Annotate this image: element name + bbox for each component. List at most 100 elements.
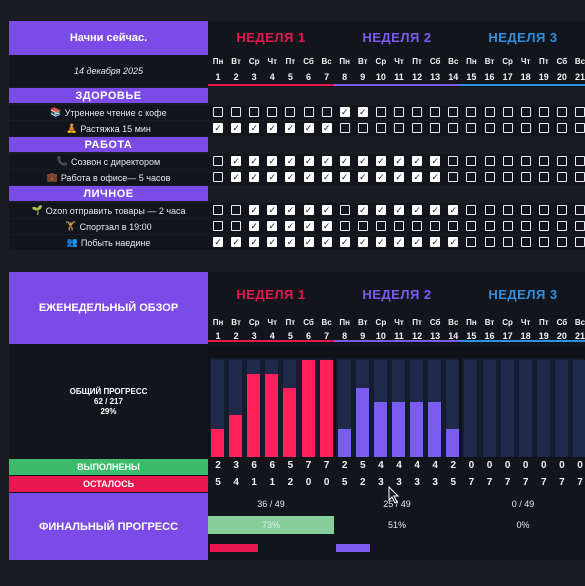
checkbox-unchecked[interactable]	[466, 221, 477, 231]
checkbox-unchecked[interactable]	[394, 107, 404, 117]
checkbox-checked[interactable]: ✓	[249, 172, 260, 182]
checkbox-unchecked[interactable]	[484, 205, 495, 215]
checkbox-checked[interactable]: ✓	[267, 172, 278, 182]
checkbox-checked[interactable]: ✓	[394, 156, 404, 166]
checkbox-unchecked[interactable]	[231, 221, 242, 231]
checkbox-checked[interactable]: ✓	[430, 172, 441, 182]
checkbox-checked[interactable]: ✓	[412, 237, 423, 247]
checkbox-checked[interactable]: ✓	[249, 221, 260, 231]
checkbox-unchecked[interactable]	[556, 156, 567, 166]
checkbox-checked[interactable]: ✓	[339, 107, 350, 117]
checkbox-unchecked[interactable]	[321, 107, 332, 117]
checkbox-checked[interactable]: ✓	[267, 205, 278, 215]
checkbox-unchecked[interactable]	[213, 107, 223, 117]
checkbox-checked[interactable]: ✓	[321, 221, 332, 231]
checkbox-unchecked[interactable]	[575, 172, 585, 182]
checkbox-unchecked[interactable]	[520, 107, 531, 117]
checkbox-unchecked[interactable]	[448, 123, 459, 133]
checkbox-unchecked[interactable]	[213, 156, 223, 166]
checkbox-unchecked[interactable]	[556, 172, 567, 182]
checkbox-checked[interactable]: ✓	[231, 172, 242, 182]
checkbox-checked[interactable]: ✓	[430, 205, 441, 215]
checkbox-checked[interactable]: ✓	[267, 221, 278, 231]
checkbox-checked[interactable]: ✓	[448, 237, 459, 247]
checkbox-unchecked[interactable]	[538, 123, 549, 133]
checkbox-checked[interactable]: ✓	[357, 172, 368, 182]
checkbox-checked[interactable]: ✓	[285, 205, 296, 215]
checkbox-unchecked[interactable]	[502, 172, 513, 182]
checkbox-unchecked[interactable]	[575, 107, 585, 117]
checkbox-unchecked[interactable]	[502, 156, 513, 166]
checkbox-unchecked[interactable]	[502, 123, 513, 133]
checkbox-unchecked[interactable]	[466, 156, 477, 166]
checkbox-checked[interactable]: ✓	[321, 237, 332, 247]
checkbox-unchecked[interactable]	[520, 172, 531, 182]
checkbox-unchecked[interactable]	[448, 156, 459, 166]
checkbox-checked[interactable]: ✓	[357, 237, 368, 247]
checkbox-unchecked[interactable]	[430, 221, 441, 231]
checkbox-unchecked[interactable]	[412, 107, 423, 117]
checkbox-unchecked[interactable]	[430, 123, 441, 133]
checkbox-unchecked[interactable]	[357, 123, 368, 133]
checkbox-unchecked[interactable]	[502, 107, 513, 117]
checkbox-checked[interactable]: ✓	[285, 237, 296, 247]
checkbox-unchecked[interactable]	[484, 221, 495, 231]
checkbox-unchecked[interactable]	[213, 205, 223, 215]
checkbox-checked[interactable]: ✓	[249, 237, 260, 247]
checkbox-checked[interactable]: ✓	[213, 123, 223, 133]
checkbox-unchecked[interactable]	[538, 156, 549, 166]
checkbox-checked[interactable]: ✓	[375, 237, 386, 247]
checkbox-unchecked[interactable]	[484, 123, 495, 133]
checkbox-checked[interactable]: ✓	[303, 237, 314, 247]
checkbox-checked[interactable]: ✓	[267, 237, 278, 247]
checkbox-unchecked[interactable]	[502, 205, 513, 215]
checkbox-checked[interactable]: ✓	[430, 237, 441, 247]
checkbox-unchecked[interactable]	[575, 205, 585, 215]
checkbox-checked[interactable]: ✓	[231, 156, 242, 166]
checkbox-unchecked[interactable]	[538, 237, 549, 247]
checkbox-unchecked[interactable]	[466, 237, 477, 247]
checkbox-unchecked[interactable]	[213, 221, 223, 231]
checkbox-unchecked[interactable]	[575, 123, 585, 133]
checkbox-checked[interactable]: ✓	[285, 172, 296, 182]
checkbox-checked[interactable]: ✓	[285, 123, 296, 133]
checkbox-unchecked[interactable]	[538, 107, 549, 117]
checkbox-unchecked[interactable]	[412, 123, 423, 133]
checkbox-checked[interactable]: ✓	[321, 123, 332, 133]
checkbox-checked[interactable]: ✓	[285, 221, 296, 231]
checkbox-unchecked[interactable]	[556, 205, 567, 215]
checkbox-unchecked[interactable]	[556, 107, 567, 117]
checkbox-checked[interactable]: ✓	[285, 156, 296, 166]
checkbox-unchecked[interactable]	[375, 221, 386, 231]
checkbox-unchecked[interactable]	[339, 123, 350, 133]
checkbox-unchecked[interactable]	[375, 107, 386, 117]
checkbox-unchecked[interactable]	[538, 221, 549, 231]
checkbox-unchecked[interactable]	[339, 205, 350, 215]
checkbox-unchecked[interactable]	[394, 123, 404, 133]
checkbox-unchecked[interactable]	[267, 107, 278, 117]
checkbox-checked[interactable]: ✓	[321, 156, 332, 166]
checkbox-checked[interactable]: ✓	[412, 172, 423, 182]
checkbox-unchecked[interactable]	[556, 221, 567, 231]
checkbox-checked[interactable]: ✓	[357, 156, 368, 166]
checkbox-checked[interactable]: ✓	[448, 205, 459, 215]
checkbox-unchecked[interactable]	[575, 221, 585, 231]
checkbox-checked[interactable]: ✓	[430, 156, 441, 166]
checkbox-unchecked[interactable]	[394, 221, 404, 231]
checkbox-checked[interactable]: ✓	[394, 237, 404, 247]
checkbox-unchecked[interactable]	[556, 237, 567, 247]
checkbox-checked[interactable]: ✓	[357, 205, 368, 215]
checkbox-unchecked[interactable]	[484, 172, 495, 182]
checkbox-unchecked[interactable]	[466, 205, 477, 215]
checkbox-checked[interactable]: ✓	[375, 205, 386, 215]
checkbox-checked[interactable]: ✓	[303, 156, 314, 166]
checkbox-unchecked[interactable]	[575, 156, 585, 166]
checkbox-unchecked[interactable]	[484, 237, 495, 247]
checkbox-checked[interactable]: ✓	[339, 156, 350, 166]
checkbox-unchecked[interactable]	[502, 237, 513, 247]
checkbox-unchecked[interactable]	[430, 107, 441, 117]
checkbox-unchecked[interactable]	[231, 107, 242, 117]
checkbox-checked[interactable]: ✓	[412, 205, 423, 215]
checkbox-unchecked[interactable]	[303, 107, 314, 117]
checkbox-unchecked[interactable]	[556, 123, 567, 133]
